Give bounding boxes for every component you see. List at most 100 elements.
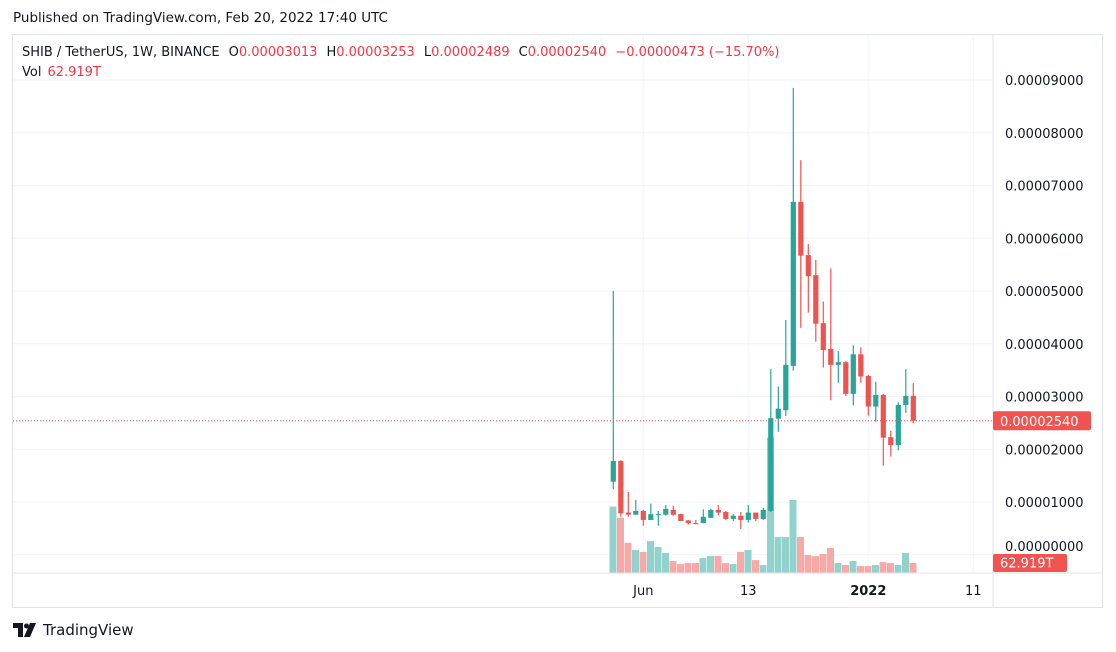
open-label: O: [228, 45, 239, 60]
volume-bar: [782, 537, 789, 573]
volume-bar: [849, 561, 857, 573]
volume-bar: [857, 566, 864, 573]
volume-bar: [707, 556, 714, 573]
volume-bar: [879, 562, 887, 573]
candle-body: [678, 514, 684, 521]
volume-bar: [744, 549, 752, 573]
volume-bar: [789, 499, 797, 573]
candle-body: [723, 512, 729, 519]
volume-bar: [647, 541, 654, 573]
candle-body: [708, 509, 714, 518]
candle-series: [610, 87, 916, 529]
candle-body: [880, 394, 886, 438]
candle-body: [655, 514, 661, 516]
candle-body: [903, 395, 909, 405]
candle-body: [685, 520, 691, 524]
low-value: 0.00002489: [431, 45, 510, 60]
time-tick-label: 2022: [850, 584, 886, 599]
candle-body: [610, 461, 616, 482]
volume-bar: [812, 556, 819, 573]
volume-bar: [774, 537, 782, 573]
candle-body: [910, 395, 916, 421]
volume-legend: Vol 62.919T: [22, 65, 101, 80]
candle-body: [850, 354, 856, 394]
volume-bar: [624, 542, 632, 573]
volume-bar: [887, 563, 894, 573]
time-tick-label: 11: [965, 584, 982, 599]
candle-body: [738, 515, 744, 520]
volume-bar: [609, 506, 617, 573]
volume-bar: [759, 565, 767, 573]
volume-bar: [804, 555, 812, 573]
tradingview-brand: TradingView: [43, 621, 134, 639]
candle-body: [753, 512, 759, 519]
candle-body: [858, 354, 864, 377]
candle-body: [843, 362, 849, 394]
price-tick-label: 0.00006000: [1005, 232, 1084, 247]
candle-body: [828, 349, 834, 365]
time-axis[interactable]: Jun 13 2022 11: [632, 584, 981, 599]
candle-body: [783, 364, 789, 411]
candle-body: [633, 510, 639, 515]
candle-body: [865, 375, 871, 407]
candle-body: [730, 515, 736, 519]
volume-bar: [902, 553, 909, 573]
volume-bar: [662, 553, 669, 573]
volume-bar: [639, 551, 647, 573]
volume-bar: [714, 556, 722, 573]
tradingview-logo[interactable]: TradingView: [13, 621, 134, 639]
price-tick-label: 0.00007000: [1005, 180, 1084, 195]
price-tick-label: 0.00009000: [1005, 74, 1084, 89]
candle-body: [640, 510, 646, 520]
price-tick-label: 0.00003000: [1005, 391, 1084, 406]
volume-badge-label: 62.919T: [1000, 557, 1053, 572]
volume-bar: [819, 553, 827, 573]
last-price-badge: [993, 411, 1091, 431]
volume-bar: [909, 563, 917, 573]
candle-body: [888, 437, 894, 446]
volume-bar: [617, 517, 624, 573]
candle-body: [625, 512, 631, 515]
grid: [13, 35, 993, 573]
volume-bar: [872, 565, 879, 573]
volume-value: 62.919T: [47, 65, 101, 80]
volume-bar: [827, 547, 834, 573]
price-tick-label: 0.00004000: [1005, 338, 1084, 353]
volume-bar: [632, 549, 639, 573]
volume-badge: [993, 554, 1067, 572]
symbol-legend: SHIB / TetherUS, 1W, BINANCE O0.00003013 H…: [22, 45, 780, 60]
price-axis[interactable]: 0.00009000 0.00008000 0.00007000 0.00006000…: [1005, 74, 1084, 555]
candle-body: [663, 508, 669, 515]
price-tick-label: 0.00005000: [1005, 285, 1084, 300]
candle-body: [895, 404, 901, 446]
chart-frame: [12, 34, 1103, 608]
candle-body: [813, 275, 819, 324]
candle-body: [700, 516, 706, 524]
volume-bar: [894, 565, 902, 573]
volume-bar: [699, 558, 707, 573]
candle-body: [745, 512, 751, 520]
candle-body: [835, 362, 841, 365]
published-caption: Published on TradingView.com, Feb 20, 20…: [13, 10, 388, 26]
symbol-name[interactable]: SHIB / TetherUS, 1W, BINANCE: [22, 45, 220, 60]
volume-bar: [752, 560, 759, 573]
candle-body: [648, 514, 654, 520]
candle-body: [790, 201, 796, 366]
volume-bar: [677, 564, 684, 573]
candle-body: [798, 201, 804, 256]
high-label: H: [326, 45, 337, 60]
last-price-label: 0.00002540: [1000, 415, 1079, 430]
volume-bar: [729, 564, 737, 573]
volume-bar: [737, 551, 744, 573]
volume-bar: [692, 563, 699, 573]
volume-bar: [722, 563, 729, 573]
time-tick-label: Jun: [632, 584, 653, 599]
volume-bar: [834, 563, 842, 573]
volume-bar: [684, 563, 692, 573]
candle-body: [670, 509, 676, 515]
price-tick-label: 0.00002000: [1005, 443, 1084, 458]
candle-body: [760, 509, 766, 519]
candle-body: [693, 523, 699, 525]
candle-body: [715, 509, 721, 513]
